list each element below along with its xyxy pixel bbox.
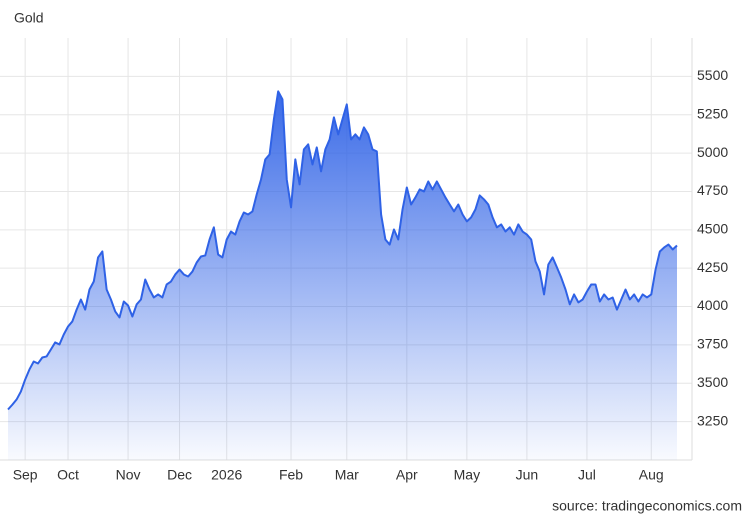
y-tick-label: 3250 — [697, 412, 728, 428]
source-note: source: tradingeconomics.com — [552, 498, 742, 514]
y-tick-label: 4750 — [697, 182, 728, 198]
price-line — [7, 90, 678, 411]
x-tick-label: Sep — [13, 467, 38, 483]
area-fill — [8, 91, 677, 461]
y-tick-label: 4000 — [697, 297, 728, 313]
y-tick-label: 5000 — [697, 144, 728, 160]
x-tick-label: May — [454, 467, 480, 483]
y-tick-label: 3500 — [697, 374, 728, 390]
y-tick-label: 4250 — [697, 259, 728, 275]
x-tick-label: Feb — [279, 467, 303, 483]
x-tick-label: Oct — [57, 467, 79, 483]
x-tick-label: Apr — [396, 467, 418, 483]
x-tick-label: Aug — [639, 467, 664, 483]
x-tick-label: Mar — [335, 467, 359, 483]
x-tick-label: Nov — [116, 467, 141, 483]
y-tick-label: 5500 — [697, 67, 728, 83]
x-tick-label: Jun — [516, 467, 539, 483]
y-tick-label: 3750 — [697, 336, 728, 352]
chart-title: Gold — [14, 10, 44, 26]
y-tick-label: 5250 — [697, 105, 728, 121]
x-tick-label: Jul — [578, 467, 596, 483]
x-tick-label: 2026 — [211, 467, 242, 483]
x-tick-label: Dec — [167, 467, 192, 483]
y-tick-label: 4500 — [697, 221, 728, 237]
